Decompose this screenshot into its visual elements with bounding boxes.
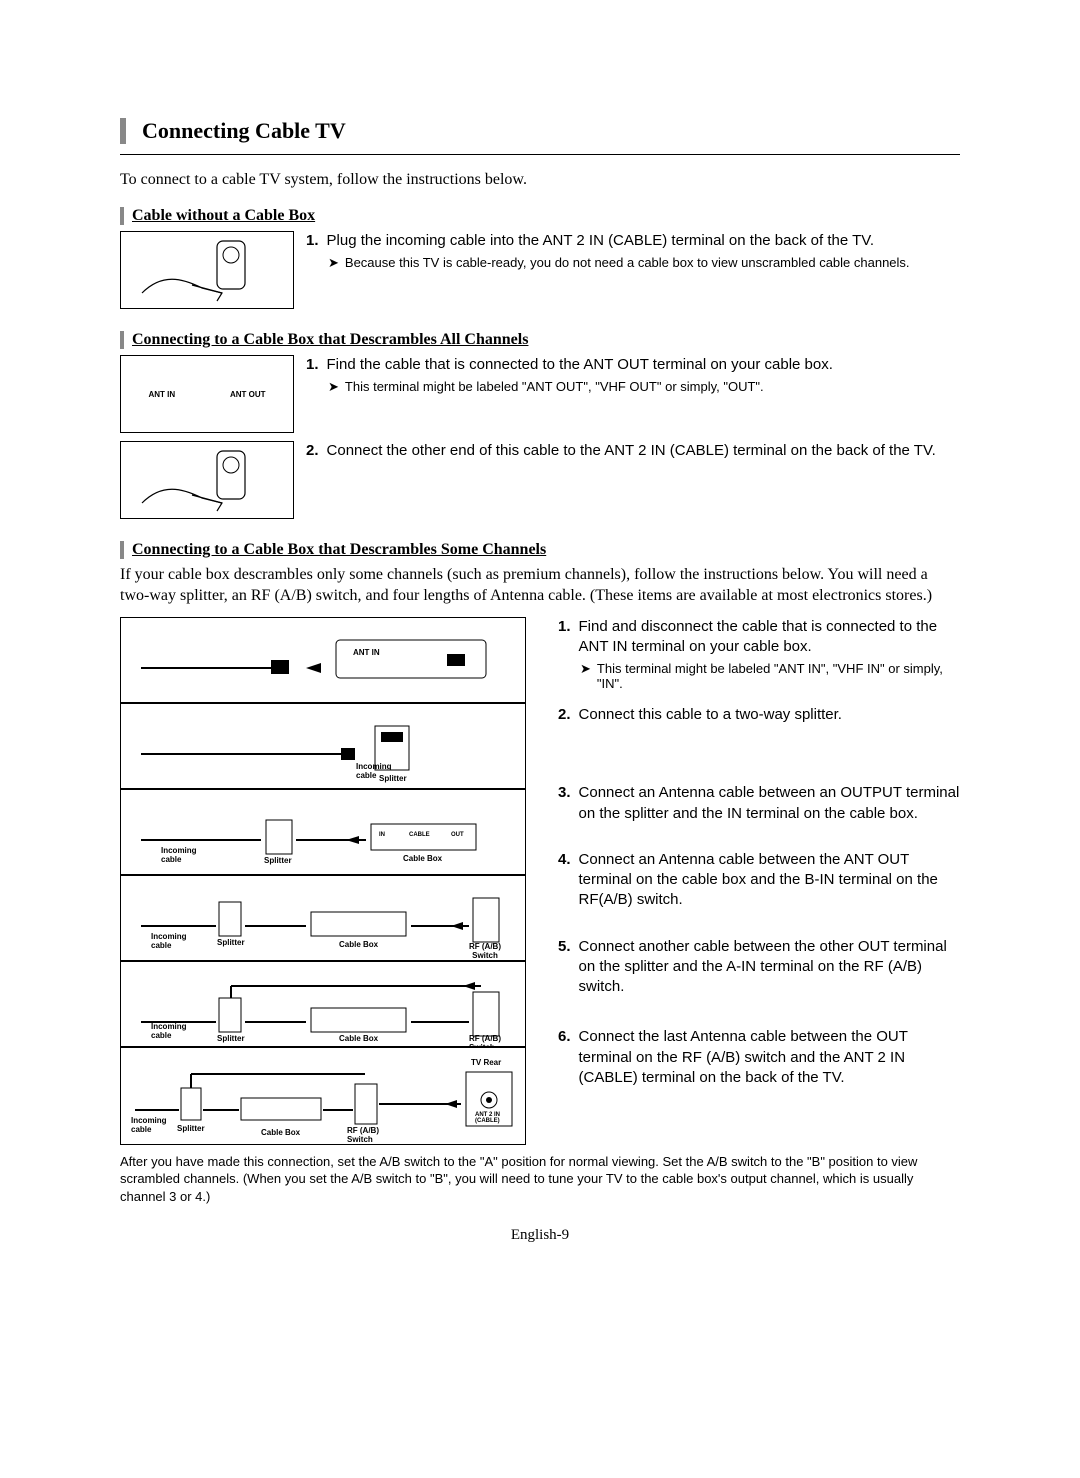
step-number: 1.: [558, 617, 571, 658]
step-note: ➤ This terminal might be labeled "ANT OU…: [328, 379, 960, 395]
steps-column: 1. Find and disconnect the cable that is…: [558, 617, 960, 1145]
step-note: ➤ Because this TV is cable-ready, you do…: [328, 255, 960, 271]
subheading-2: Connecting to a Cable Box that Descrambl…: [120, 331, 960, 349]
section-cable-without-box: Cable without a Cable Box 1. Plug the in…: [120, 207, 960, 309]
illustration-hand-ant2-b: [120, 441, 294, 519]
step-6: 6. Connect the last Antenna cable betwee…: [558, 1027, 960, 1088]
label-ant-in: ANT IN: [353, 648, 380, 657]
step-number: 3.: [558, 783, 571, 824]
label-tv-rear: TV Rear: [471, 1058, 501, 1067]
illustration-cablebox-labels: ANT IN ANT OUT: [120, 355, 294, 433]
illustration-hand-ant2: [120, 231, 294, 309]
page-title: Connecting Cable TV: [120, 118, 960, 144]
subheading-1: Cable without a Cable Box: [120, 207, 960, 225]
diagram-column: ANT IN Incoming cable Splitter: [120, 617, 544, 1145]
step-4: 4. Connect an Antenna cable between the …: [558, 850, 960, 911]
section3-intro: If your cable box descrambles only some …: [120, 565, 960, 607]
step-text: Connect the other end of this cable to t…: [327, 441, 936, 461]
section-cablebox-all: Connecting to a Cable Box that Descrambl…: [120, 331, 960, 519]
step-text: Connect an Antenna cable between the ANT…: [579, 850, 960, 911]
footnote: After you have made this connection, set…: [120, 1153, 960, 1206]
step-text: Connect this cable to a two-way splitter…: [579, 705, 842, 725]
note-text: This terminal might be labeled "ANT OUT"…: [345, 379, 764, 395]
label-incoming: Incoming cable: [131, 1116, 167, 1134]
label-cable-box: Cable Box: [403, 854, 442, 863]
step-1: 1. Find and disconnect the cable that is…: [558, 617, 960, 692]
step-number: 5.: [558, 937, 571, 998]
diagram-4: Incoming cable Splitter Cable Box RF (A/…: [120, 875, 526, 961]
label-splitter: Splitter: [379, 774, 407, 783]
label-out: OUT: [451, 832, 464, 838]
label-cable-box: Cable Box: [261, 1128, 300, 1137]
intro-text: To connect to a cable TV system, follow …: [120, 171, 960, 189]
step-number: 1.: [306, 355, 319, 375]
diagram-2: Incoming cable Splitter: [120, 703, 526, 789]
step-number: 2.: [558, 705, 571, 725]
subheading-3: Connecting to a Cable Box that Descrambl…: [120, 541, 960, 559]
label-splitter: Splitter: [177, 1124, 205, 1133]
title-rule: [120, 154, 960, 155]
label-splitter: Splitter: [217, 938, 245, 947]
label-splitter: Splitter: [264, 856, 292, 865]
label-ant-in: ANT IN: [148, 390, 175, 399]
label-cable-box: Cable Box: [339, 1034, 378, 1043]
note-arrow-icon: ➤: [328, 255, 339, 271]
label-ant-out: ANT OUT: [230, 390, 266, 399]
diagram-1: ANT IN: [120, 617, 526, 703]
step-text: Find the cable that is connected to the …: [327, 355, 833, 375]
label-ant2-in: ANT 2 IN (CABLE): [475, 1112, 500, 1124]
diagram-5: Incoming cable Splitter Cable Box RF (A/…: [120, 961, 526, 1047]
label-cable-box: Cable Box: [339, 940, 378, 949]
section-cablebox-some: Connecting to a Cable Box that Descrambl…: [120, 541, 960, 1205]
note-arrow-icon: ➤: [580, 661, 591, 691]
step-2: 2. Connect this cable to a two-way split…: [558, 705, 960, 725]
step-5: 5. Connect another cable between the oth…: [558, 937, 960, 998]
step-3: 3. Connect an Antenna cable between an O…: [558, 783, 960, 824]
page-number: English-9: [120, 1227, 960, 1244]
step-number: 1.: [306, 231, 319, 251]
label-cable: CABLE: [409, 832, 430, 838]
step-number: 6.: [558, 1027, 571, 1088]
step-text: Connect another cable between the other …: [579, 937, 960, 998]
step-number: 2.: [306, 441, 319, 461]
step-1: 1. Plug the incoming cable into the ANT …: [306, 231, 960, 251]
label-rf-switch: RF (A/B) Switch: [347, 1126, 379, 1144]
label-rf-switch: RF (A/B) Switch: [469, 942, 501, 960]
step-text: Find and disconnect the cable that is co…: [579, 617, 960, 658]
diagram-3: Incoming cable Splitter IN CABLE OUT Cab…: [120, 789, 526, 875]
label-incoming: Incoming cable: [161, 846, 197, 864]
step-text: Plug the incoming cable into the ANT 2 I…: [327, 231, 875, 251]
step-number: 4.: [558, 850, 571, 911]
step-text: Connect an Antenna cable between an OUTP…: [579, 783, 960, 824]
note-arrow-icon: ➤: [328, 379, 339, 395]
note-text: This terminal might be labeled "ANT IN",…: [597, 661, 960, 691]
step-1: 1. Find the cable that is connected to t…: [306, 355, 960, 375]
label-incoming: Incoming cable: [151, 932, 187, 950]
label-splitter: Splitter: [217, 1034, 245, 1043]
step-2: 2. Connect the other end of this cable t…: [306, 441, 960, 461]
label-in: IN: [379, 832, 385, 838]
label-incoming: Incoming cable: [151, 1022, 187, 1040]
diagram-6: Incoming cable Splitter Cable Box RF (A/…: [120, 1047, 526, 1145]
step-text: Connect the last Antenna cable between t…: [579, 1027, 960, 1088]
note-text: Because this TV is cable-ready, you do n…: [345, 255, 910, 271]
